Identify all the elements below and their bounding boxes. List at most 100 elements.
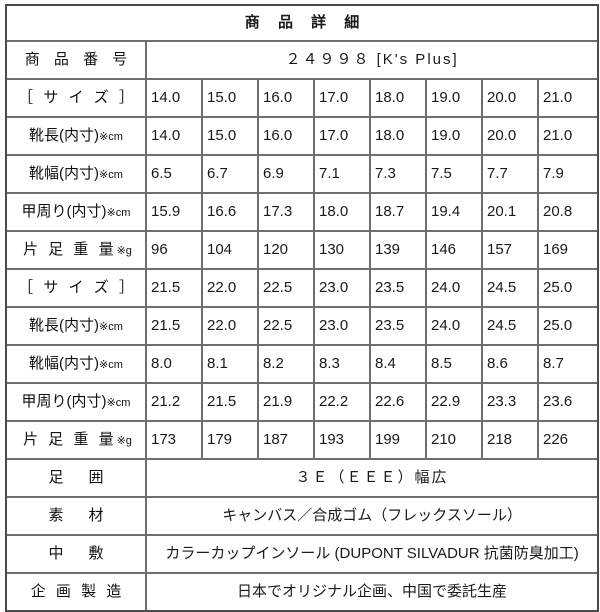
size-cell: 19.0 [427, 80, 483, 118]
instep-row-1: 甲周り(内寸)※cm 15.9 16.6 17.3 18.0 18.7 19.4… [7, 194, 598, 232]
width-row-1: 靴幅(内寸)※cm 6.5 6.7 6.9 7.1 7.3 7.5 7.7 7.… [7, 156, 598, 194]
weight-cell: 210 [427, 422, 483, 460]
material-row: 素 材 キャンバス／合成ゴム（フレックスソール） [7, 498, 598, 536]
product-spec-table: 商 品 詳 細 商 品 番 号 ２４９９８ [K's Plus] ［ サ イ ズ… [5, 4, 600, 612]
size-cell: 23.5 [371, 270, 427, 308]
instep-unit: ※cm [106, 396, 131, 409]
length-cell: 16.0 [259, 118, 315, 156]
length-cell: 25.0 [539, 308, 598, 346]
instep-row-2: 甲周り(内寸)※cm 21.2 21.5 21.9 22.2 22.6 22.9… [7, 384, 598, 422]
width-cell: 8.3 [315, 346, 371, 384]
width-row-2: 靴幅(内寸)※cm 8.0 8.1 8.2 8.3 8.4 8.5 8.6 8.… [7, 346, 598, 384]
width-cell: 8.2 [259, 346, 315, 384]
instep-cell: 21.5 [203, 384, 259, 422]
length-cell: 23.5 [371, 308, 427, 346]
weight-row-2: 片 足 重 量※g 173 179 187 193 199 210 218 22… [7, 422, 598, 460]
length-cell: 20.0 [483, 118, 539, 156]
instep-cell: 22.2 [315, 384, 371, 422]
insole-label: 中 敷 [7, 536, 147, 574]
weight-cell: 173 [147, 422, 203, 460]
length-cell: 19.0 [427, 118, 483, 156]
manufacturing-row: 企 画 製 造 日本でオリジナル企画、中国で委託生産 [7, 574, 598, 610]
size-cell: 25.0 [539, 270, 598, 308]
weight-cell: 179 [203, 422, 259, 460]
instep-label-1: 甲周り(内寸)※cm [7, 194, 147, 232]
weight-cell: 104 [203, 232, 259, 270]
length-row-2: 靴長(内寸)※cm 21.5 22.0 22.5 23.0 23.5 24.0 … [7, 308, 598, 346]
size-cell: 18.0 [371, 80, 427, 118]
title-row: 商 品 詳 細 [7, 6, 598, 42]
instep-cell: 22.9 [427, 384, 483, 422]
width-unit: ※cm [99, 168, 123, 181]
weight-cell: 130 [315, 232, 371, 270]
weight-cell: 139 [371, 232, 427, 270]
weight-label-text: 片 足 重 量 [23, 240, 117, 258]
instep-cell: 20.1 [483, 194, 539, 232]
size-cell: 20.0 [483, 80, 539, 118]
instep-cell: 21.2 [147, 384, 203, 422]
material-label: 素 材 [7, 498, 147, 536]
length-unit: ※cm [99, 320, 123, 333]
instep-cell: 16.6 [203, 194, 259, 232]
width-cell: 6.9 [259, 156, 315, 194]
width-cell: 8.7 [539, 346, 598, 384]
size-header-row-2: ［ サ イ ズ ］ 21.5 22.0 22.5 23.0 23.5 24.0 … [7, 270, 598, 308]
material-value: キャンバス／合成ゴム（フレックスソール） [147, 498, 598, 536]
weight-row-1: 片 足 重 量※g 96 104 120 130 139 146 157 169 [7, 232, 598, 270]
instep-cell: 20.8 [539, 194, 598, 232]
length-cell: 21.5 [147, 308, 203, 346]
manufacturing-value: 日本でオリジナル企画、中国で委託生産 [147, 574, 598, 610]
length-cell: 23.0 [315, 308, 371, 346]
size-header-row-1: ［ サ イ ズ ］ 14.0 15.0 16.0 17.0 18.0 19.0 … [7, 80, 598, 118]
size-cell: 21.5 [147, 270, 203, 308]
weight-cell: 199 [371, 422, 427, 460]
width-cell: 7.7 [483, 156, 539, 194]
width-cell: 8.0 [147, 346, 203, 384]
size-cell: 23.0 [315, 270, 371, 308]
length-label-2: 靴長(内寸)※cm [7, 308, 147, 346]
weight-unit: ※g [116, 434, 132, 447]
length-cell: 18.0 [371, 118, 427, 156]
foot-girth-value: ３Ｅ（ＥＥＥ）幅広 [147, 460, 598, 498]
weight-cell: 157 [483, 232, 539, 270]
manufacturing-label: 企 画 製 造 [7, 574, 147, 610]
length-cell: 24.0 [427, 308, 483, 346]
weight-cell: 96 [147, 232, 203, 270]
width-cell: 6.5 [147, 156, 203, 194]
weight-cell: 218 [483, 422, 539, 460]
weight-cell: 120 [259, 232, 315, 270]
weight-label-1: 片 足 重 量※g [7, 232, 147, 270]
length-cell: 22.5 [259, 308, 315, 346]
size-label-2: ［ サ イ ズ ］ [7, 270, 147, 308]
instep-label-2: 甲周り(内寸)※cm [7, 384, 147, 422]
width-label-text: 靴幅(内寸) [29, 354, 100, 372]
width-cell: 7.5 [427, 156, 483, 194]
size-cell: 14.0 [147, 80, 203, 118]
width-cell: 6.7 [203, 156, 259, 194]
weight-cell: 146 [427, 232, 483, 270]
width-cell: 7.9 [539, 156, 598, 194]
length-cell: 14.0 [147, 118, 203, 156]
instep-cell: 18.7 [371, 194, 427, 232]
weight-label-text: 片 足 重 量 [23, 430, 117, 448]
product-number-row: 商 品 番 号 ２４９９８ [K's Plus] [7, 42, 598, 80]
instep-cell: 21.9 [259, 384, 315, 422]
size-cell: 24.5 [483, 270, 539, 308]
width-label-1: 靴幅(内寸)※cm [7, 156, 147, 194]
weight-cell: 193 [315, 422, 371, 460]
width-unit: ※cm [99, 358, 123, 371]
weight-cell: 226 [539, 422, 598, 460]
width-label-text: 靴幅(内寸) [29, 164, 100, 182]
length-label-1: 靴長(内寸)※cm [7, 118, 147, 156]
length-cell: 21.0 [539, 118, 598, 156]
instep-cell: 23.3 [483, 384, 539, 422]
weight-label-2: 片 足 重 量※g [7, 422, 147, 460]
length-cell: 17.0 [315, 118, 371, 156]
width-cell: 7.3 [371, 156, 427, 194]
instep-cell: 23.6 [539, 384, 598, 422]
width-label-2: 靴幅(内寸)※cm [7, 346, 147, 384]
width-cell: 8.1 [203, 346, 259, 384]
instep-cell: 15.9 [147, 194, 203, 232]
weight-cell: 187 [259, 422, 315, 460]
instep-cell: 22.6 [371, 384, 427, 422]
